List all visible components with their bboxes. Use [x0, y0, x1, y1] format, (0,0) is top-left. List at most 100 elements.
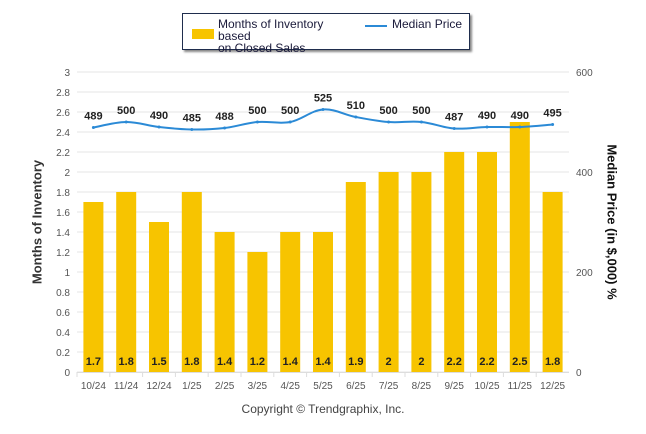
- x-tick-label: 6/25: [346, 381, 366, 392]
- bar-data-label: 1.7: [86, 356, 101, 368]
- legend-label-inventory-line2: on Closed Sales: [218, 41, 306, 55]
- line-point: [157, 125, 161, 129]
- line-data-label: 490: [511, 110, 529, 122]
- bar: [345, 182, 366, 372]
- bar-data-label: 1.9: [348, 356, 363, 368]
- y-tick-label: 2.2: [56, 148, 70, 159]
- x-tick-label: 8/25: [412, 381, 432, 392]
- line-point: [255, 120, 259, 124]
- line-point: [452, 127, 456, 130]
- bar-data-label: 2.2: [479, 356, 494, 368]
- x-tick-label: 10/24: [81, 381, 106, 392]
- y2-tick-label: 200: [576, 268, 593, 279]
- bar: [181, 192, 202, 372]
- legend-label-median-price: Median Price: [392, 17, 463, 31]
- y-tick-label: 2: [64, 168, 70, 179]
- line-data-label: 490: [478, 110, 496, 122]
- y-tick-label: 0.8: [56, 288, 70, 299]
- x-tick-label: 1/25: [182, 381, 202, 392]
- bar: [542, 192, 563, 372]
- bar-data-label: 1.4: [283, 356, 299, 368]
- y-tick-label: 0: [64, 368, 70, 379]
- line-series: [91, 108, 555, 131]
- line-point: [551, 123, 555, 126]
- bar: [149, 222, 169, 372]
- bar: [247, 252, 268, 372]
- x-tick-label: 11/24: [114, 381, 139, 392]
- y-tick-label: 0.6: [56, 308, 70, 319]
- line-point: [321, 108, 325, 111]
- y-tick-label: 1.6: [56, 208, 70, 219]
- bar: [477, 152, 497, 372]
- bar-data-label: 2.5: [512, 356, 527, 368]
- bar-data-label: 1.8: [119, 356, 134, 368]
- bar-data-label: 2.2: [447, 356, 462, 368]
- legend-swatch-median-price: [365, 25, 387, 27]
- bar: [509, 122, 530, 372]
- y-tick-label: 1.8: [56, 188, 70, 199]
- x-tick-label: 4/25: [280, 381, 300, 392]
- line-point: [485, 125, 489, 129]
- y-tick-label: 0.2: [56, 348, 70, 359]
- legend: Months of Inventory based on Closed Sale…: [182, 13, 470, 54]
- line-data-label: 489: [84, 111, 102, 123]
- bar: [411, 172, 432, 372]
- y2-tick-label: 600: [576, 68, 593, 79]
- y2-tick-label: 0: [576, 368, 582, 379]
- line-point: [190, 128, 194, 131]
- y-axis-right-ticks: 0 200 400 600: [576, 68, 593, 379]
- x-tick-label: 12/24: [146, 381, 171, 392]
- bar-data-label: 1.5: [151, 356, 166, 368]
- y-tick-label: 1.2: [56, 248, 70, 259]
- line-data-labels: 489 500 490 485 488 500 500 525 510 500 500 487 490 4…: [84, 93, 562, 125]
- line-data-label: 487: [445, 112, 463, 124]
- legend-swatch-inventory: [192, 29, 214, 39]
- line-point: [91, 126, 95, 129]
- y2-tick-label: 400: [576, 168, 593, 179]
- line-point: [124, 120, 128, 124]
- line-data-label: 510: [347, 100, 365, 112]
- line-data-label: 500: [281, 105, 299, 117]
- bar-series: [83, 122, 563, 372]
- line-point: [288, 120, 292, 124]
- bar-data-label: 2: [418, 356, 424, 368]
- legend-label-inventory-line1: Months of Inventory based: [218, 17, 324, 43]
- y-tick-label: 2.6: [56, 108, 70, 119]
- bar: [83, 202, 104, 372]
- bar: [280, 232, 301, 372]
- line-data-label: 525: [314, 93, 332, 105]
- bar-data-labels: 1.7 1.8 1.5 1.8 1.4 1.2 1.4 1.4 1.9 2 2 2.2 2.2 2.5 1.…: [86, 356, 560, 368]
- line-data-label: 490: [150, 110, 168, 122]
- line-data-label: 488: [215, 111, 233, 123]
- y-axis-right-title: Median Price (in $,000) %: [604, 144, 620, 300]
- y-tick-label: 2.4: [56, 128, 70, 139]
- y-axis-left-ticks: 0 0.2 0.4 0.6 0.8 1 1.2 1.4 1.6 1.8 2 2.2 2.4 2.6 2.8 3: [56, 68, 70, 379]
- bar: [313, 232, 333, 372]
- bar-data-label: 1.8: [545, 356, 560, 368]
- line-point: [354, 115, 358, 119]
- x-tick-label: 5/25: [313, 381, 333, 392]
- x-tick-label: 3/25: [248, 381, 268, 392]
- y-tick-label: 1: [64, 268, 70, 279]
- line-point: [419, 120, 423, 124]
- x-tick-label: 2/25: [215, 381, 235, 392]
- y-tick-label: 0.4: [56, 328, 70, 339]
- line-data-label: 500: [117, 105, 135, 117]
- bar-data-label: 1.4: [315, 356, 331, 368]
- line-data-label: 500: [248, 105, 266, 117]
- y-tick-label: 2.8: [56, 88, 70, 99]
- bar-data-label: 1.2: [250, 356, 265, 368]
- legend-label-inventory: Months of Inventory based on Closed Sale…: [218, 18, 358, 54]
- x-tick-label: 9/25: [444, 381, 464, 392]
- bar-data-label: 1.8: [184, 356, 199, 368]
- copyright-text: Copyright © Trendgraphix, Inc.: [241, 402, 405, 416]
- line-point: [518, 125, 522, 129]
- bar-data-label: 2: [386, 356, 392, 368]
- bar: [116, 192, 137, 372]
- x-axis-ticks: 10/24 11/24 12/24 1/25 2/25 3/25 4/25 5/25 6/25 7…: [76, 372, 566, 392]
- line-point: [387, 120, 391, 124]
- y-tick-label: 1.4: [56, 228, 70, 239]
- y-axis-left-title: Months of Inventory: [29, 159, 45, 285]
- x-tick-label: 10/25: [474, 381, 499, 392]
